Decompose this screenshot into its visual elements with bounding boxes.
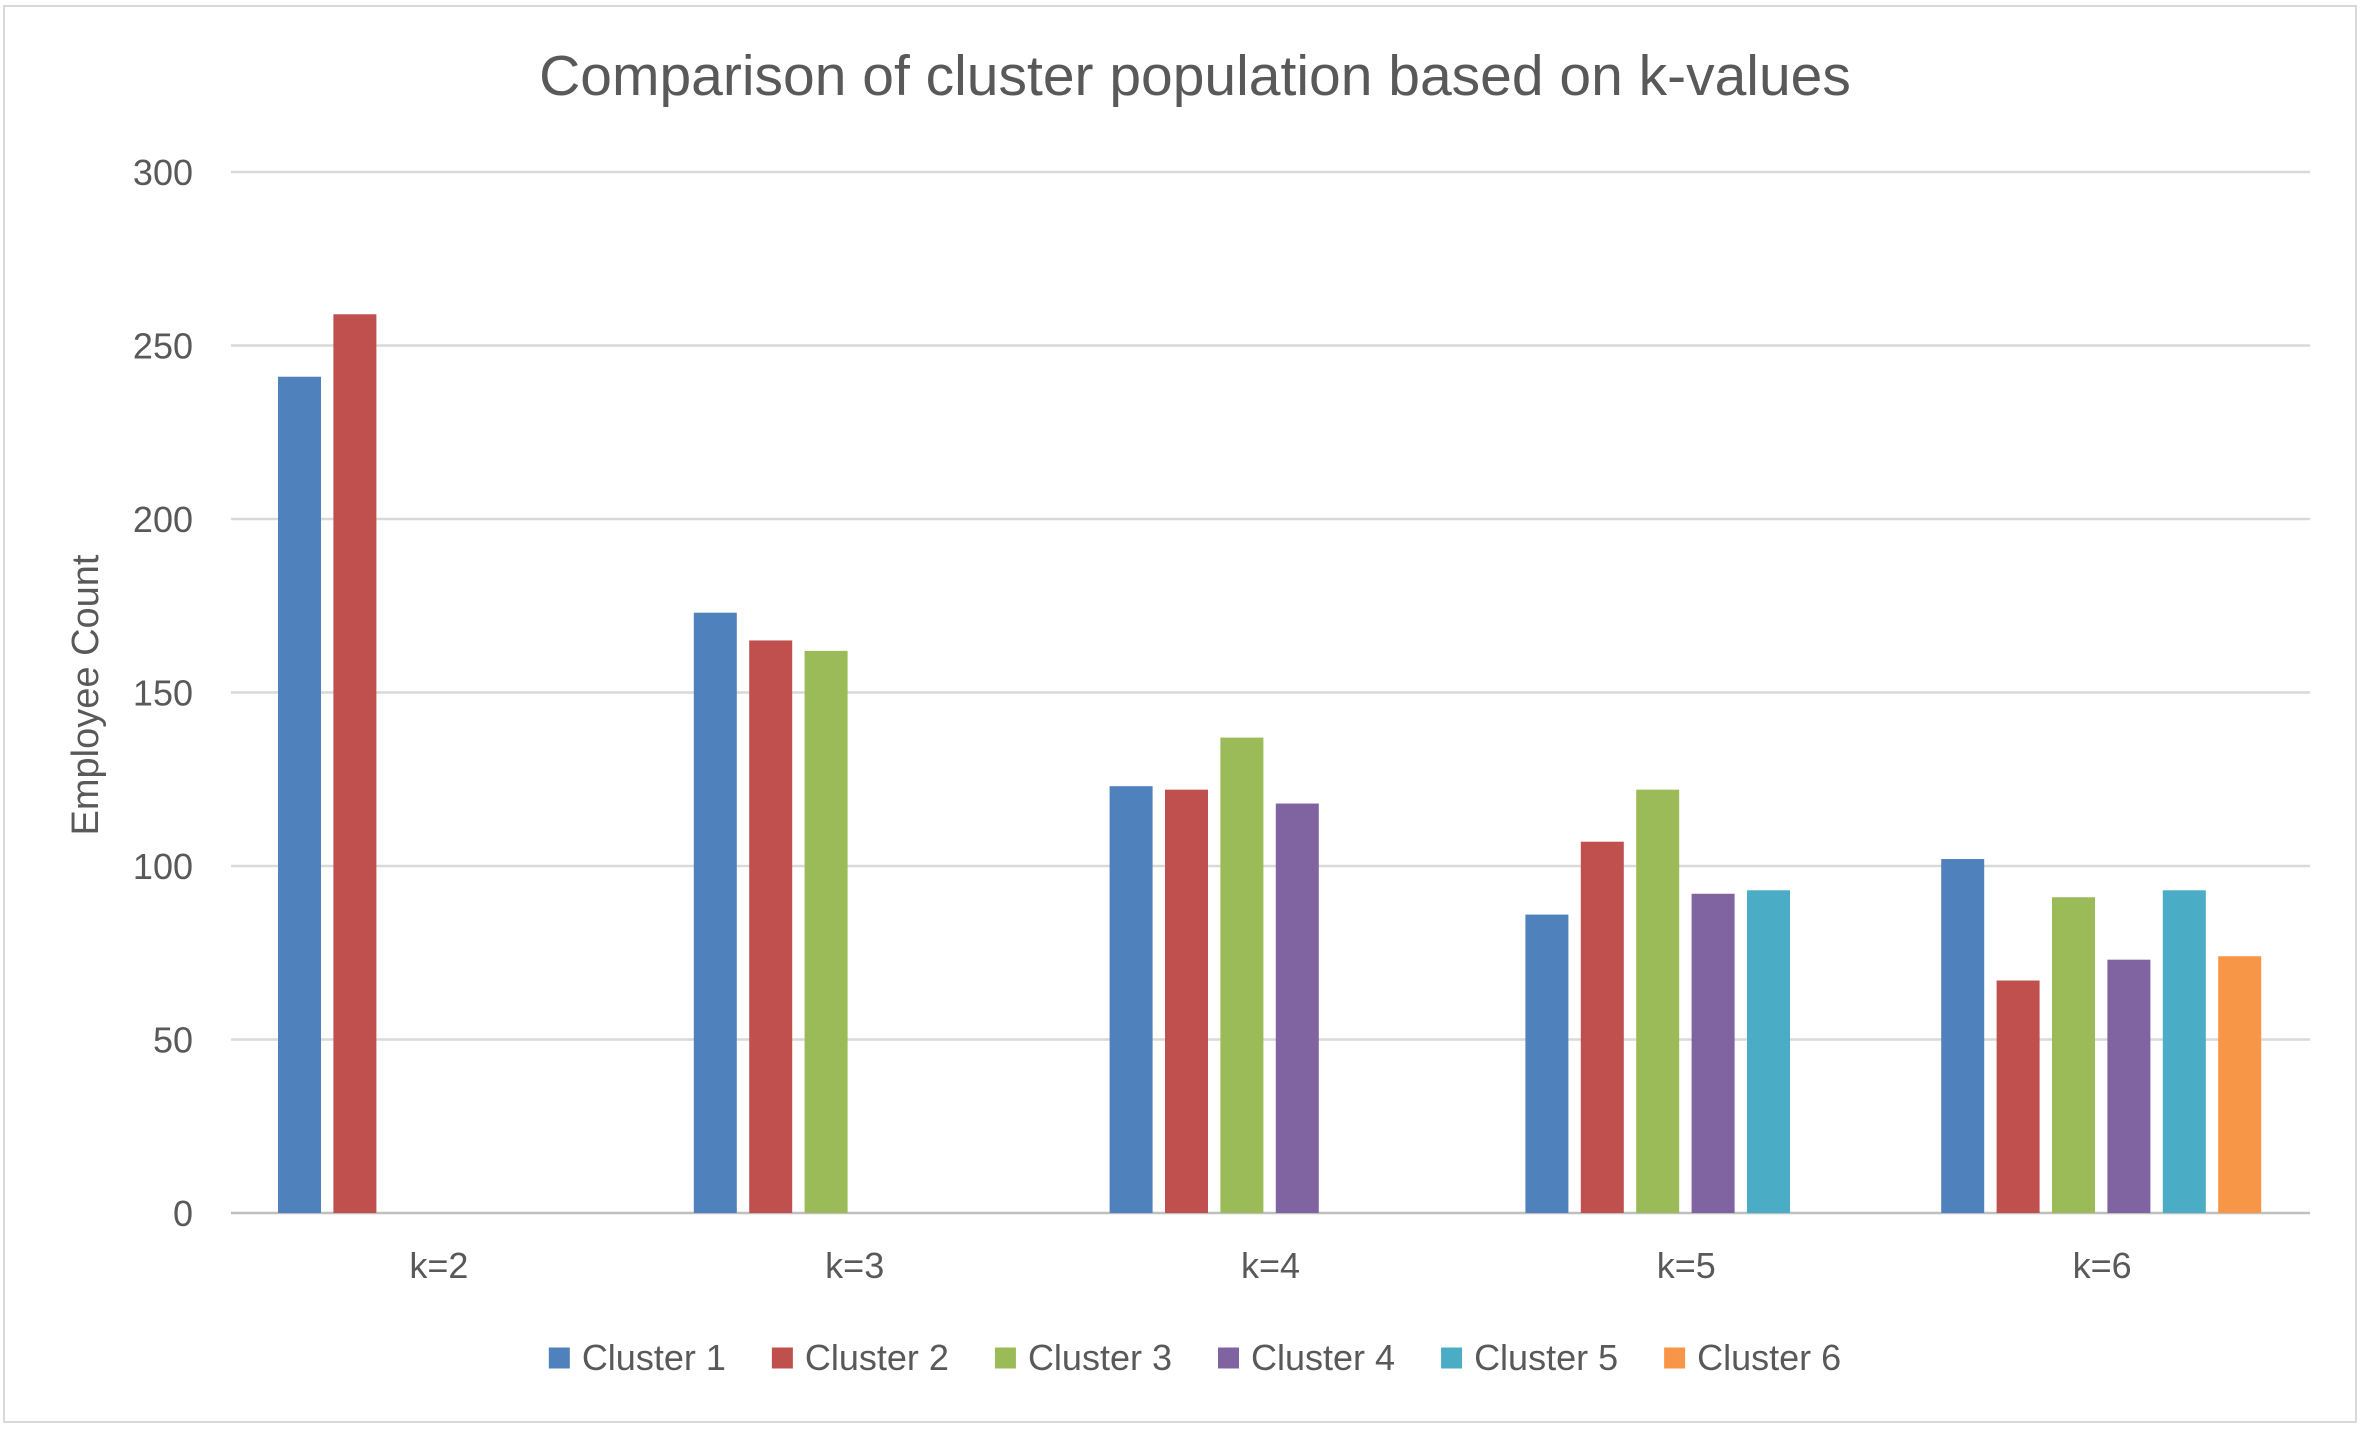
x-tick-label: k=4 <box>1241 1245 1300 1286</box>
legend-item-cluster-6: Cluster 6 <box>1664 1337 1841 1378</box>
y-axis-label: Employee Count <box>65 554 107 835</box>
y-axis-ticks: 0 50 100 150 200 250 300 <box>133 152 193 1234</box>
y-tick-label: 50 <box>153 1020 193 1061</box>
y-tick-label: 150 <box>133 673 193 714</box>
bar-cluster-1-k=6 <box>1941 859 1985 1213</box>
legend-label: Cluster 3 <box>1028 1337 1172 1378</box>
x-tick-label: k=2 <box>409 1245 468 1286</box>
legend-swatch <box>1441 1347 1463 1369</box>
legend-item-cluster-4: Cluster 4 <box>1218 1337 1395 1378</box>
legend-label: Cluster 4 <box>1251 1337 1395 1378</box>
y-tick-label: 0 <box>173 1193 193 1234</box>
bar-cluster-6-k=6 <box>2218 956 2262 1213</box>
bar-cluster-2-k=6 <box>1996 980 2040 1213</box>
bars <box>278 314 2262 1214</box>
legend-swatch <box>771 1347 793 1369</box>
x-tick-label: k=6 <box>2073 1245 2132 1286</box>
bar-cluster-4-k=4 <box>1275 803 1319 1213</box>
bar-cluster-3-k=4 <box>1220 737 1264 1213</box>
x-tick-label: k=5 <box>1657 1245 1716 1286</box>
legend-label: Cluster 5 <box>1474 1337 1618 1378</box>
legend-label: Cluster 1 <box>582 1337 726 1378</box>
y-tick-label: 100 <box>133 846 193 887</box>
bar-cluster-3-k=5 <box>1636 789 1680 1213</box>
bar-cluster-5-k=6 <box>2162 890 2206 1213</box>
bar-cluster-2-k=5 <box>1580 841 1624 1213</box>
x-tick-label: k=3 <box>825 1245 884 1286</box>
y-tick-label: 250 <box>133 326 193 367</box>
legend-label: Cluster 2 <box>805 1337 949 1378</box>
legend-item-cluster-5: Cluster 5 <box>1441 1337 1618 1378</box>
y-tick-label: 300 <box>133 152 193 193</box>
y-tick-label: 200 <box>133 499 193 540</box>
legend-label: Cluster 6 <box>1697 1337 1841 1378</box>
bar-cluster-5-k=5 <box>1747 890 1790 1213</box>
bar-cluster-2-k=3 <box>749 640 793 1213</box>
x-axis-ticks: k=2 k=3 k=4 k=5 k=6 <box>409 1245 2131 1286</box>
bar-cluster-1-k=2 <box>278 376 321 1214</box>
legend: Cluster 1 Cluster 2 Cluster 3 Cluster 4 Clus… <box>548 1337 1841 1378</box>
bar-cluster-2-k=4 <box>1165 789 1208 1213</box>
legend-swatch <box>994 1347 1016 1369</box>
bar-cluster-4-k=5 <box>1691 893 1735 1213</box>
bar-cluster-4-k=6 <box>2107 959 2151 1213</box>
bar-cluster-1-k=5 <box>1525 914 1569 1213</box>
legend-swatch <box>1664 1347 1686 1369</box>
legend-item-cluster-1: Cluster 1 <box>548 1337 726 1378</box>
bar-cluster-1-k=4 <box>1109 786 1153 1213</box>
bar-cluster-3-k=6 <box>2052 897 2095 1213</box>
legend-swatch <box>548 1347 570 1369</box>
bar-cluster-3-k=3 <box>804 650 848 1213</box>
legend-item-cluster-2: Cluster 2 <box>771 1337 949 1378</box>
chart-title: Comparison of cluster population based o… <box>539 44 1851 108</box>
bar-cluster-1-k=3 <box>693 612 737 1213</box>
legend-swatch <box>1218 1347 1239 1369</box>
legend-item-cluster-3: Cluster 3 <box>994 1337 1172 1378</box>
bar-cluster-2-k=2 <box>333 314 377 1213</box>
